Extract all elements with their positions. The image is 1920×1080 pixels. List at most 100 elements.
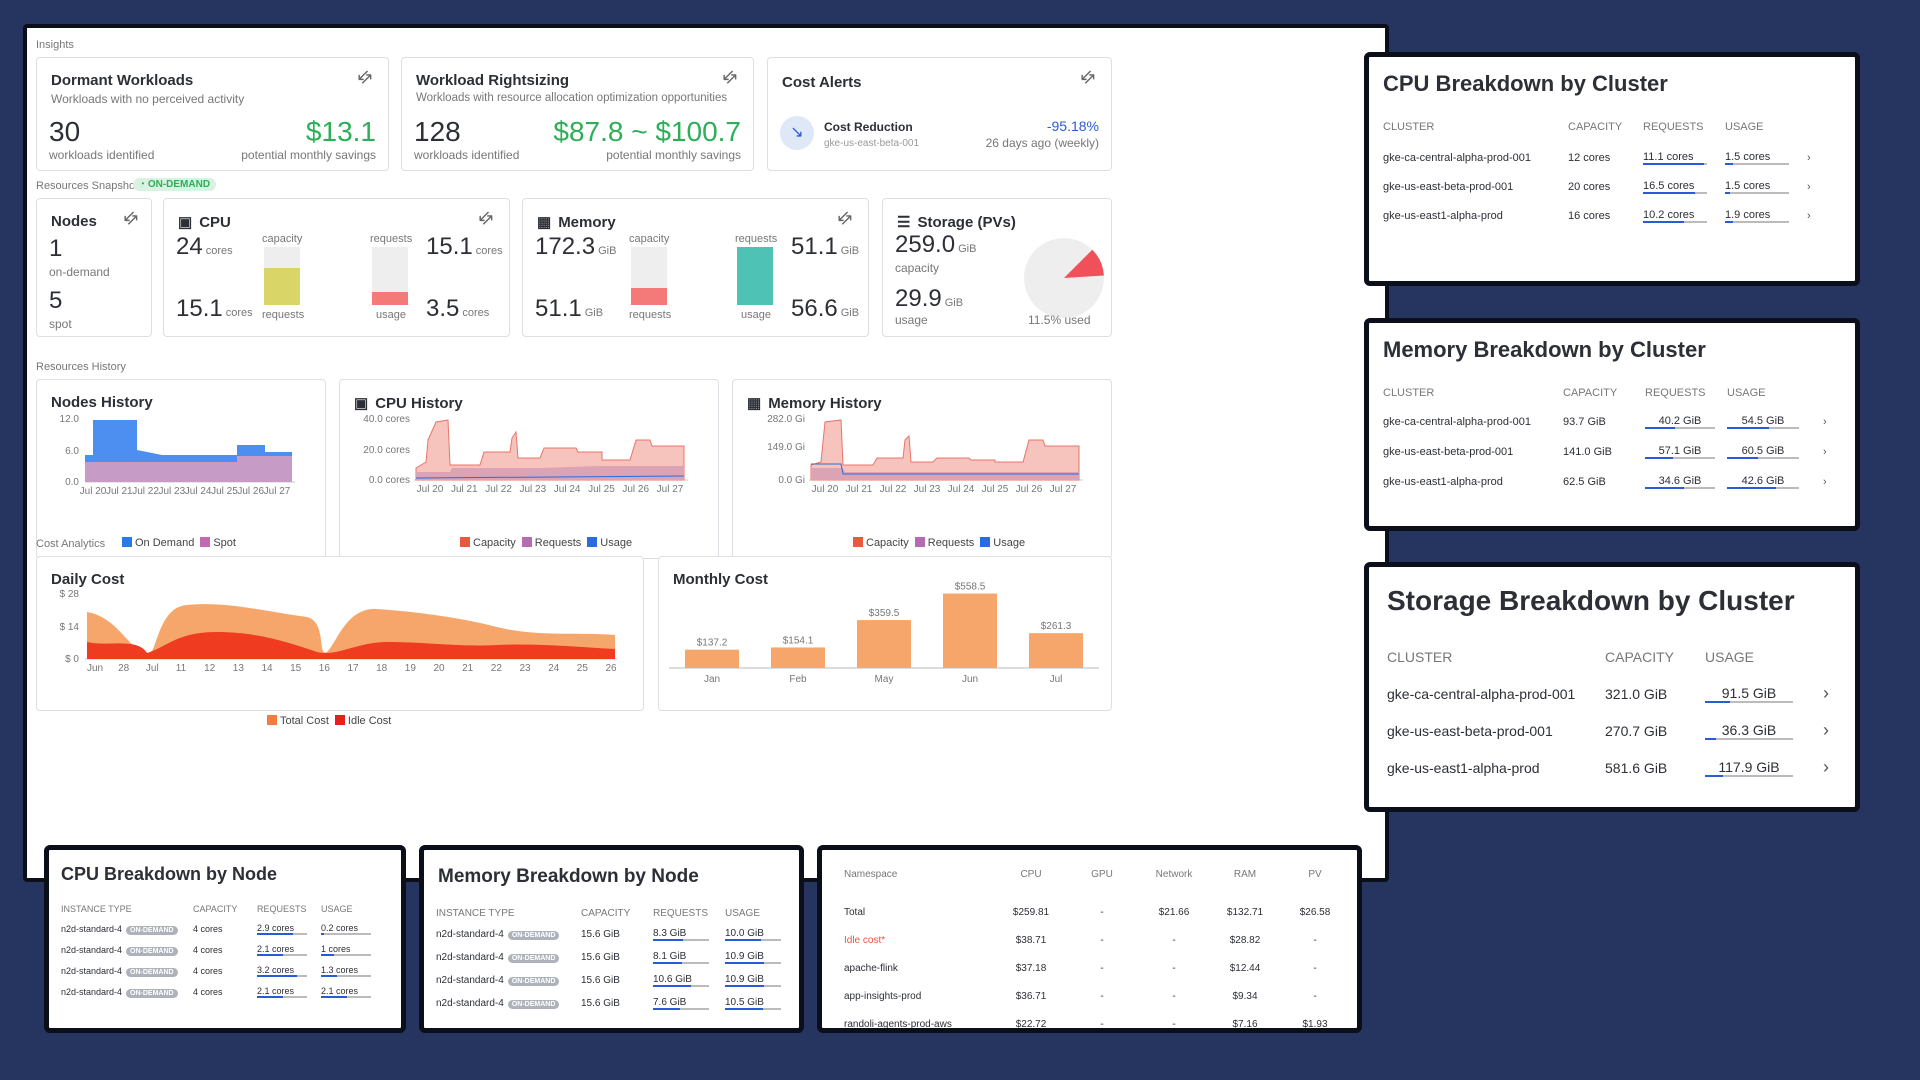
xtick: 15 (290, 663, 302, 674)
expand-icon[interactable]: ⇵ (118, 206, 143, 231)
dormant-workloads-card[interactable]: Dormant Workloads Workloads with no perc… (36, 57, 389, 171)
storage-title: ☰ Storage (PVs) (897, 213, 1016, 232)
table-row[interactable]: n2d-standard-4 ON-DEMAND 4 cores 2.9 cores 0… (61, 918, 381, 939)
xtick: 13 (233, 663, 245, 674)
usage: 1 cores (321, 944, 371, 956)
cpu-history-card[interactable]: ▣ CPU History 40.0 cores 20.0 cores 0.0 c… (339, 379, 719, 559)
nodes-card[interactable]: Nodes ⇵ 1 on-demand 5 spot (36, 198, 152, 337)
xtick: Jul 21 (846, 484, 873, 495)
alert-item-title: Cost Reduction (824, 120, 913, 134)
cluster-name: gke-us-east1-alpha-prod (1383, 209, 1503, 222)
table-row[interactable]: n2d-standard-4 ON-DEMAND 15.6 GiB 10.6 GiB 1… (436, 969, 791, 992)
capacity: 16 cores (1568, 209, 1611, 222)
nodes-history-card[interactable]: Nodes History 12.0 6.0 0.0 Jul 20 Jul 21 J… (36, 379, 326, 559)
ram-cost: $12.44 (1229, 962, 1261, 974)
chevron-right-icon[interactable]: › (1807, 180, 1811, 193)
usage-line (811, 463, 1079, 475)
table-row[interactable]: Total $259.81 - $21.66 $132.71 $26.58 (844, 898, 1350, 926)
table-row[interactable]: randoli-agents-prod-aws $22.72 - - $7.16 $1.9… (844, 1010, 1350, 1029)
table-row[interactable]: gke-us-east1-alpha-prod 62.5 GiB 34.6 GiB 4… (1383, 467, 1827, 497)
ytick: 0.0 cores (369, 475, 410, 486)
table-row[interactable]: gke-us-east-beta-prod-001 141.0 GiB 57.1 G… (1383, 437, 1827, 467)
col-header: RAM (1233, 868, 1257, 880)
expand-icon[interactable]: ⇵ (832, 206, 857, 231)
ram-cost: $28.82 (1229, 934, 1261, 946)
chevron-right-icon[interactable]: › (1823, 476, 1827, 488)
table-row[interactable]: n2d-standard-4 ON-DEMAND 4 cores 2.1 cores 2… (61, 981, 381, 1002)
alert-item-pct: -95.18% (1046, 118, 1099, 134)
cpu-lbl-usage: usage (376, 309, 406, 321)
chevron-right-icon[interactable]: › (1807, 209, 1811, 222)
ondemand-badge: ON-DEMAND (507, 1000, 560, 1009)
pv-cost: - (1313, 990, 1317, 1002)
monthly-cost-bar[interactable] (1029, 633, 1083, 668)
nodes-title: Nodes (51, 213, 97, 230)
chevron-right-icon[interactable]: › (1823, 446, 1827, 458)
ytick: 20.0 cores (363, 445, 410, 456)
table-row[interactable]: app-insights-prod $36.71 - - $9.34 - (844, 982, 1350, 1010)
storage-card[interactable]: ☰ Storage (PVs) 259.0 GiB capacity 29.9 GiB… (882, 198, 1112, 337)
table-row[interactable]: gke-ca-central-alpha-prod-001 321.0 GiB 91… (1387, 675, 1829, 712)
rightsizing-card[interactable]: Workload Rightsizing Workloads with reso… (401, 57, 754, 171)
memory-history-card[interactable]: ▦ Memory History 282.0 Gi 149.0 Gi 0.0 Gi… (732, 379, 1112, 559)
monthly-cost-bar[interactable] (857, 620, 911, 668)
storage-usage-label: usage (895, 313, 928, 327)
table-row[interactable]: n2d-standard-4 ON-DEMAND 4 cores 3.2 cores 1… (61, 960, 381, 981)
memory-breakdown-node-panel: Memory Breakdown by Node INSTANCE TYPE CA… (419, 845, 804, 1033)
table-row[interactable]: gke-us-east1-alpha-prod 581.6 GiB 117.9 Gi… (1387, 749, 1829, 786)
storage-pie (1024, 238, 1104, 318)
dormant-title: Dormant Workloads (51, 72, 194, 89)
monthly-cost-bar[interactable] (771, 647, 825, 668)
capacity: 4 cores (193, 986, 223, 997)
cpu-card[interactable]: ▣ CPU ⇵ 24 cores 15.1 cores capacity reques… (163, 198, 510, 337)
expand-icon[interactable]: ⇵ (1075, 65, 1100, 90)
col-header: REQUESTS (1643, 121, 1704, 133)
table-row[interactable]: apache-flink $37.18 - - $12.44 - (844, 954, 1350, 982)
monthly-cost-bar[interactable] (943, 593, 997, 668)
col-header: CAPACITY (1563, 387, 1618, 399)
chevron-right-icon[interactable]: › (1823, 416, 1827, 428)
expand-icon[interactable]: ⇵ (352, 65, 377, 90)
table-row[interactable]: n2d-standard-4 ON-DEMAND 15.6 GiB 7.6 GiB 10… (436, 992, 791, 1015)
expand-icon[interactable]: ⇵ (473, 206, 498, 231)
table-row[interactable]: gke-ca-central-alpha-prod-001 93.7 GiB 40.… (1383, 407, 1827, 437)
xtick: Jul 25 (982, 484, 1009, 495)
usage: 91.5 GiB (1705, 685, 1793, 703)
monthly-cost-bar[interactable] (685, 649, 739, 668)
memory-card[interactable]: ▦ Memory ⇵ 172.3 GiB 51.1 GiB capacity requ… (522, 198, 869, 337)
ondemand-badge: ON-DEMAND (126, 967, 178, 977)
table-row[interactable]: Idle cost* $38.71 - - $28.82 - (844, 926, 1350, 954)
chevron-right-icon[interactable]: › (1823, 720, 1829, 740)
col-header: Network (1155, 868, 1193, 880)
chevron-right-icon[interactable]: › (1807, 151, 1811, 164)
table-row[interactable]: n2d-standard-4 ON-DEMAND 15.6 GiB 8.3 GiB 10… (436, 923, 791, 946)
ytick: 12.0 (60, 414, 80, 425)
chevron-right-icon[interactable]: › (1823, 683, 1829, 703)
bar-value-label: $261.3 (1041, 621, 1072, 632)
xtick: Jul 20 (812, 484, 839, 495)
cpu-top-right: 15.1 cores (426, 233, 503, 260)
table-row[interactable]: gke-ca-central-alpha-prod-001 12 cores 11.… (1383, 143, 1811, 172)
memory-lbl-requests: requests (629, 309, 672, 321)
expand-icon[interactable]: ⇵ (717, 65, 742, 90)
table-row[interactable]: n2d-standard-4 ON-DEMAND 15.6 GiB 8.1 GiB 10… (436, 946, 791, 969)
memory-chip-icon: ▦ (747, 395, 762, 412)
cost-alerts-card[interactable]: Cost Alerts ⇵ ↘ Cost Reduction gke-us-ea… (767, 57, 1112, 171)
chevron-right-icon[interactable]: › (1823, 757, 1829, 777)
daily-cost-card[interactable]: Daily Cost $ 28 $ 14 $ 0 Jun 28 Jul 11 12 13 1… (36, 556, 644, 727)
namespace: Idle cost* (844, 934, 886, 946)
gpu-cost: - (1100, 962, 1104, 974)
nodes-spot-label: spot (49, 317, 72, 331)
bar-value-label: $137.2 (697, 638, 728, 649)
table-row[interactable]: n2d-standard-4 ON-DEMAND 4 cores 2.1 cores 1… (61, 939, 381, 960)
table-row[interactable]: gke-us-east-beta-prod-001 270.7 GiB 36.3 G… (1387, 712, 1829, 749)
xtick: 24 (548, 663, 560, 674)
ondemand-badge: ON-DEMAND (126, 925, 178, 935)
xtick: Jul 20 (80, 486, 107, 497)
capacity: 15.6 GiB (581, 975, 620, 986)
memory-lbl-capacity: capacity (629, 233, 670, 245)
cpu-requests: 15.1 cores (176, 295, 253, 322)
table-row[interactable]: gke-us-east1-alpha-prod 16 cores 10.2 core… (1383, 201, 1811, 230)
monthly-cost-card[interactable]: Monthly Cost $137.2 Jan $154.1 Feb $359.5 May… (658, 556, 1112, 711)
table-row[interactable]: gke-us-east-beta-prod-001 20 cores 16.5 co… (1383, 172, 1811, 201)
